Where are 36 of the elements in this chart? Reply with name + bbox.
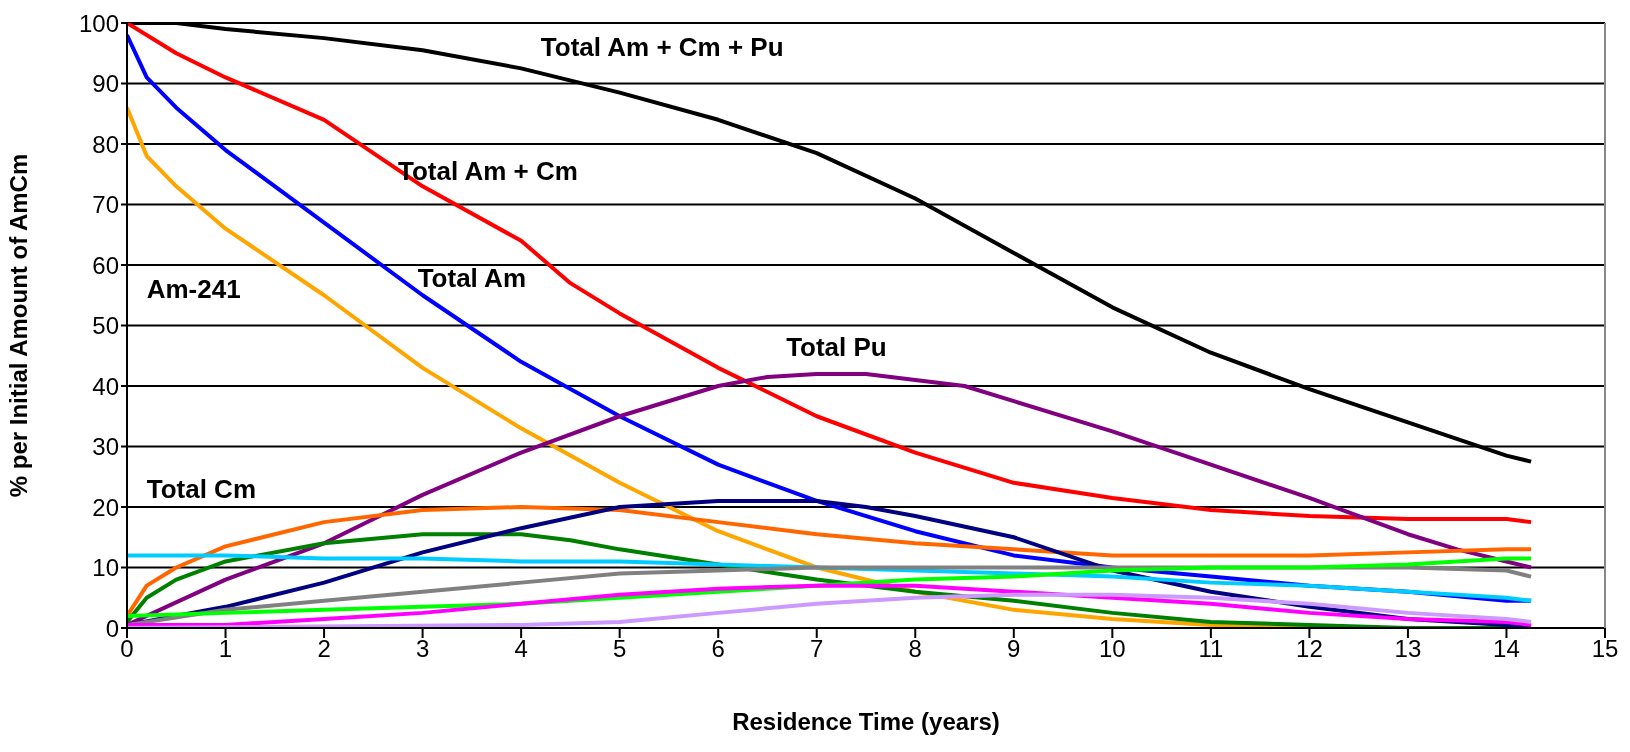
- x-tick-label: 11: [1198, 635, 1224, 663]
- series-label: Total Am + Cm: [397, 156, 578, 187]
- y-tick-label: 40: [92, 372, 119, 400]
- x-tick-label: 2: [317, 635, 331, 663]
- x-tick-label: 15: [1591, 635, 1619, 663]
- x-tick-label: 10: [1098, 635, 1126, 663]
- series-label: Am-241: [146, 274, 241, 305]
- series-label: Total Am + Cm + Pu: [540, 32, 784, 63]
- x-tick-label: 13: [1394, 635, 1422, 663]
- x-tick-label: 5: [612, 635, 627, 663]
- y-tick-label: 0: [105, 614, 119, 642]
- x-tick-label: 3: [415, 635, 430, 663]
- x-tick-label: 7: [810, 635, 824, 663]
- line-series: [127, 583, 1534, 627]
- y-tick-label: 10: [92, 554, 119, 582]
- y-tick-label: 30: [92, 433, 119, 461]
- series-label: Total Pu: [786, 331, 887, 362]
- y-tick-label: 50: [92, 312, 119, 340]
- y-tick-label: 90: [92, 70, 119, 98]
- y-tick-label: 80: [92, 130, 119, 158]
- x-tick-label: 1: [218, 635, 233, 663]
- line-series: [127, 592, 1534, 628]
- y-axis-title: % per Initial Amount of AmCm: [4, 153, 32, 498]
- x-axis-title: Residence Time (years): [732, 708, 1000, 735]
- y-tick-label: 100: [78, 9, 119, 37]
- x-tick-label: 12: [1296, 635, 1323, 663]
- series-label: Total Cm: [146, 473, 256, 504]
- x-tick-label: 8: [908, 635, 922, 663]
- x-tick-label: 4: [514, 635, 528, 663]
- x-tick-label: 9: [1007, 635, 1021, 663]
- series-label: Total Am: [417, 263, 527, 294]
- y-tick-label: 70: [92, 191, 119, 219]
- y-tick-label: 20: [92, 493, 119, 521]
- y-tick-label: 60: [92, 251, 119, 279]
- x-tick-label: 6: [711, 635, 725, 663]
- x-tick-label: 14: [1493, 635, 1520, 663]
